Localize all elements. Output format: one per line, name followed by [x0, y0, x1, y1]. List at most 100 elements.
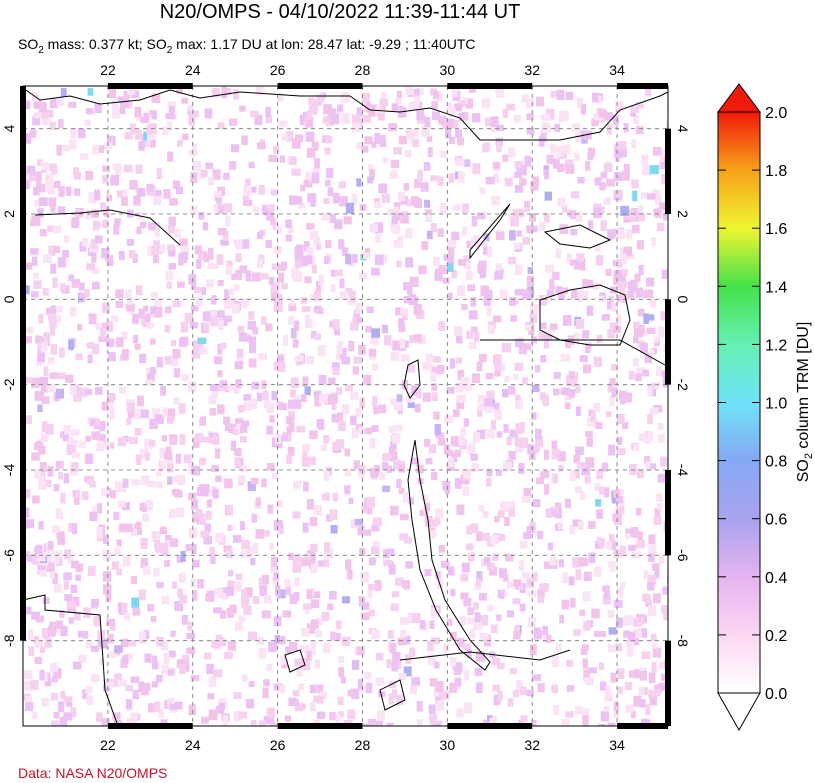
so2-pixel — [265, 323, 273, 332]
so2-pixel — [53, 180, 61, 188]
so2-pixel — [375, 720, 383, 726]
so2-pixel — [138, 140, 145, 151]
so2-pixel — [301, 306, 311, 313]
so2-pixel — [657, 422, 664, 430]
so2-pixel — [330, 525, 338, 534]
so2-pixel — [356, 646, 365, 655]
so2-pixel — [525, 98, 534, 109]
so2-pixel — [585, 677, 594, 685]
so2-pixel — [424, 214, 432, 222]
so2-pixel — [305, 171, 311, 181]
so2-pixel — [452, 120, 459, 128]
so2-pixel — [644, 594, 651, 604]
so2-pixel — [288, 410, 296, 421]
so2-pixel — [430, 519, 438, 527]
so2-pixel — [381, 324, 389, 334]
so2-pixel — [109, 624, 116, 631]
so2-pixel — [110, 315, 119, 323]
so2-pixel — [124, 523, 133, 533]
so2-pixel — [118, 500, 126, 508]
so2-pixel — [371, 629, 380, 640]
so2-pixel — [84, 289, 90, 298]
so2-pixel — [464, 702, 473, 714]
so2-pixel — [453, 662, 463, 672]
so2-pixel — [155, 481, 164, 488]
so2-pixel — [51, 720, 60, 726]
so2-pixel — [476, 361, 483, 372]
so2-pixel — [658, 682, 666, 691]
so2-pixel — [369, 437, 376, 449]
so2-pixel — [601, 314, 610, 321]
so2-pixel — [341, 113, 350, 125]
so2-pixel — [594, 630, 600, 638]
so2-pixel — [368, 724, 375, 726]
so2-pixel — [206, 279, 214, 288]
so2-pixel — [398, 673, 407, 681]
so2-pixel — [198, 212, 205, 220]
so2-pixel — [325, 179, 331, 187]
so2-pixel — [36, 544, 43, 552]
so2-pixel — [114, 673, 123, 681]
so2-pixel — [23, 178, 30, 190]
so2-pixel — [225, 265, 233, 276]
so2-pixel — [178, 338, 187, 348]
so2-pixel — [314, 158, 320, 169]
so2-pixel — [241, 589, 247, 598]
so2-pixel — [209, 437, 215, 444]
so2-pixel — [483, 142, 491, 151]
so2-pixel — [349, 290, 356, 302]
so2-pixel — [568, 370, 575, 380]
so2-pixel — [168, 262, 176, 270]
so2-pixel — [84, 453, 94, 464]
so2-pixel — [295, 359, 302, 366]
so2-pixel — [115, 337, 124, 348]
so2-pixel — [223, 299, 232, 310]
so2-pixel — [527, 591, 537, 598]
so2-pixel — [545, 108, 555, 120]
so2-pixel — [224, 651, 233, 660]
so2-pixel — [603, 705, 610, 712]
so2-pixel — [106, 338, 115, 348]
so2-pixel — [514, 289, 523, 296]
so2-pixel — [392, 340, 400, 351]
so2-pixel — [50, 204, 56, 213]
so2-pixel — [472, 163, 481, 175]
so2-pixel — [270, 291, 280, 302]
frame-bar — [447, 723, 533, 729]
so2-pixel — [347, 298, 356, 305]
so2-pixel — [566, 685, 574, 692]
so2-pixel — [514, 394, 521, 401]
so2-pixel — [565, 164, 575, 174]
so2-pixel — [327, 603, 334, 611]
so2-pixel — [192, 559, 200, 568]
so2-pixel — [194, 287, 202, 294]
so2-pixel — [209, 547, 215, 557]
so2-pixel — [198, 513, 206, 525]
so2-pixel — [200, 169, 208, 178]
so2-pixel — [57, 701, 65, 713]
so2-pixel — [604, 487, 610, 498]
so2-pixel — [123, 556, 131, 567]
so2-pixel — [560, 354, 570, 362]
so2-pixel — [91, 238, 98, 249]
so2-pixel — [634, 273, 641, 282]
so2-pixel — [414, 95, 420, 106]
so2-pixel — [269, 722, 279, 726]
so2-pixel — [72, 167, 79, 175]
so2-pixel — [575, 569, 582, 581]
so2-pixel — [458, 113, 465, 122]
so2-pixel — [398, 464, 405, 473]
so2-pixel — [311, 172, 320, 184]
colorbar-tick-label: 0.6 — [765, 512, 787, 529]
so2-pixel — [314, 630, 323, 638]
so2-pixel — [479, 632, 489, 640]
so2-pixel — [407, 285, 413, 295]
so2-pixel — [607, 722, 616, 726]
so2-pixel — [521, 292, 531, 300]
so2-pixel — [466, 649, 472, 659]
so2-pixel — [496, 142, 502, 153]
so2-pixel — [639, 670, 648, 681]
so2-pixel — [636, 126, 644, 135]
so2-pixel — [145, 499, 154, 511]
so2-pixel — [607, 229, 615, 240]
